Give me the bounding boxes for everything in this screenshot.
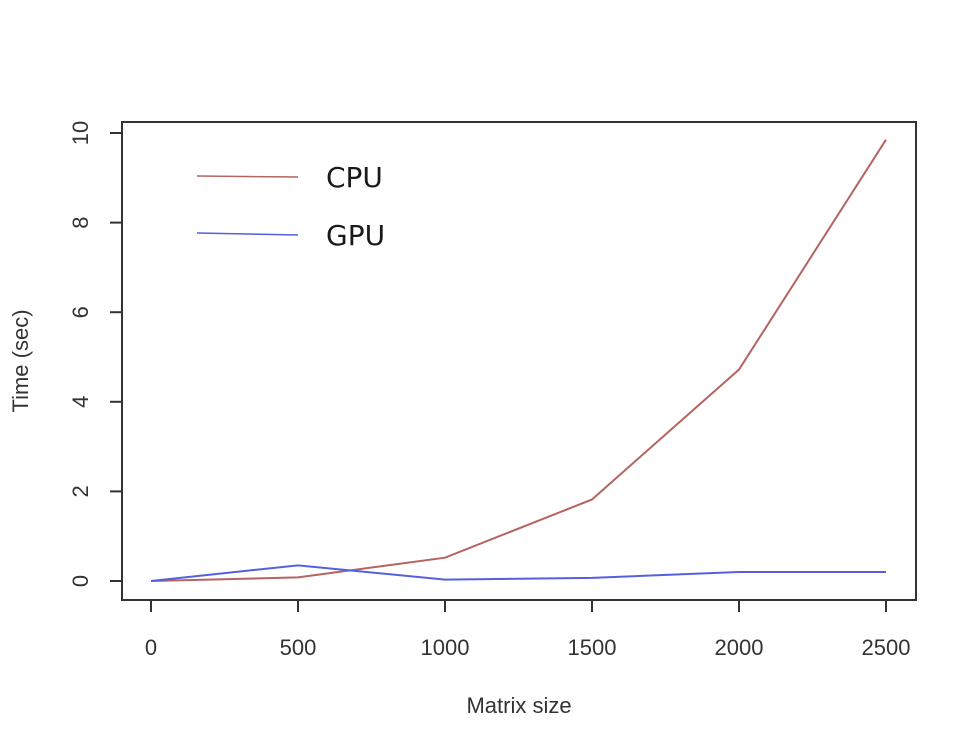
y-axis-title: Time (sec): [8, 309, 33, 412]
y-tick-label: 0: [68, 575, 93, 587]
x-axis-title: Matrix size: [466, 693, 571, 718]
y-axis: 0 2 4 6 8 10: [68, 121, 123, 587]
x-tick-label: 0: [145, 635, 157, 660]
legend-label-gpu: GPU: [326, 219, 385, 252]
legend-label-cpu: CPU: [326, 161, 383, 194]
x-tick-label: 1000: [421, 635, 470, 660]
x-tick-label: 1500: [568, 635, 617, 660]
legend-swatch-gpu: [196, 232, 299, 236]
y-tick-label: 8: [68, 216, 93, 228]
x-tick-label: 500: [280, 635, 317, 660]
legend: CPU GPU: [196, 161, 385, 252]
x-axis: 0 500 1000 1500 2000 2500: [145, 599, 911, 660]
y-tick-label: 10: [68, 121, 93, 145]
x-tick-label: 2000: [715, 635, 764, 660]
legend-swatch-cpu: [196, 175, 299, 178]
series-line-cpu: [150, 139, 887, 582]
series-layer: [150, 139, 887, 582]
y-tick-label: 6: [68, 306, 93, 318]
y-tick-label: 2: [68, 485, 93, 497]
y-tick-label: 4: [68, 396, 93, 408]
x-tick-label: 2500: [862, 635, 911, 660]
series-line-gpu: [150, 564, 886, 582]
